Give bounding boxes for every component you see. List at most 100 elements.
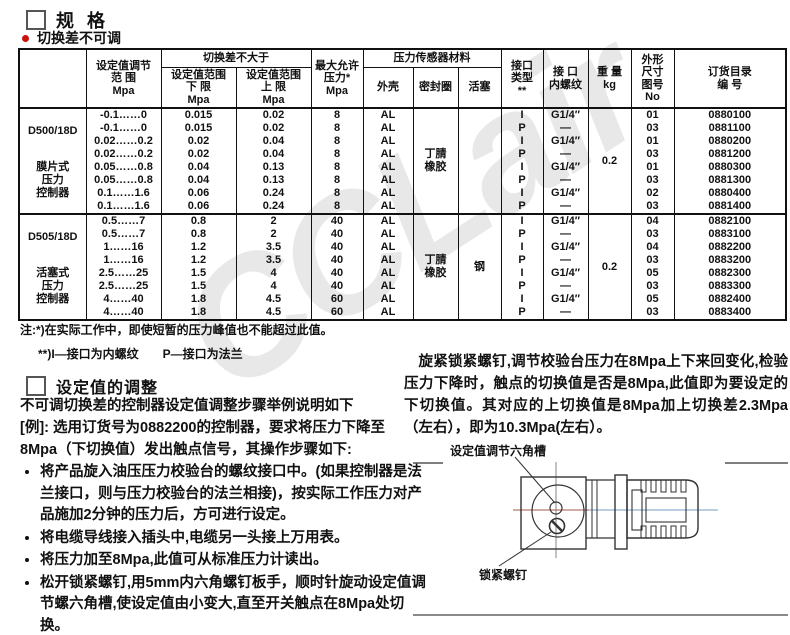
cell-shell: AL <box>362 200 414 214</box>
cell-fig: 02 <box>630 187 675 200</box>
table-row: 4……40 1.8 4.5 60 AL P — 03 0883400 <box>19 306 787 320</box>
cell-ptype: P <box>500 174 544 187</box>
cell-seal-group2: 丁腈 橡胶 <box>412 213 459 320</box>
controller-drawing <box>413 456 788 616</box>
cell-thread: G1/4″ <box>542 108 589 122</box>
cell-shell: AL <box>362 174 414 187</box>
cell-fig: 03 <box>630 254 675 267</box>
cell-upper: 4 <box>235 267 312 280</box>
cell-upper: 0.02 <box>235 108 312 122</box>
model-name: D505/18D <box>27 230 78 243</box>
cell-lower: 1.5 <box>160 280 237 293</box>
table-row: -0.1……0 0.015 0.02 8 AL P — 03 0881100 <box>19 122 787 135</box>
cell-lower: 0.015 <box>160 108 237 122</box>
cell-upper: 0.24 <box>235 187 312 200</box>
cell-upper: 4.5 <box>235 306 312 320</box>
cell-maxp: 40 <box>310 228 364 241</box>
cell-weight-group1: 0.2 <box>587 108 632 214</box>
cell-maxp: 8 <box>310 174 364 187</box>
cell-maxp: 8 <box>310 108 364 122</box>
cell-range: 0.02……0.2 <box>85 135 162 148</box>
table-row: 0.05……0.8 0.04 0.13 8 AL I G1/4″ 01 0880… <box>19 161 787 174</box>
cell-upper: 4 <box>235 280 312 293</box>
cell-upper: 2 <box>235 228 312 241</box>
cell-shell: AL <box>362 306 414 320</box>
cell-order: 0881300 <box>673 174 787 187</box>
cell-fig: 03 <box>630 174 675 187</box>
cell-range: 0.1……1.6 <box>85 200 162 214</box>
cell-shell: AL <box>362 122 414 135</box>
cell-shell: AL <box>362 108 414 122</box>
cell-order: 0882300 <box>673 267 787 280</box>
cell-range: 0.05……0.8 <box>85 161 162 174</box>
cell-range: -0.1……0 <box>85 108 162 122</box>
red-bullet-icon <box>22 34 29 42</box>
cell-ptype: I <box>500 108 544 122</box>
cell-upper: 0.02 <box>235 122 312 135</box>
cell-maxp: 8 <box>310 148 364 161</box>
cell-lower: 0.02 <box>160 148 237 161</box>
cell-fig: 01 <box>630 135 675 148</box>
cell-lower: 0.8 <box>160 228 237 241</box>
cell-upper: 0.04 <box>235 148 312 161</box>
cell-lower: 0.015 <box>160 122 237 135</box>
header-port-type: 接口 类型 ** <box>500 48 544 109</box>
cell-order: 0882100 <box>673 213 787 228</box>
cell-upper: 2 <box>235 213 312 228</box>
cell-order: 0883200 <box>673 254 787 267</box>
cell-fig: 05 <box>630 267 675 280</box>
cell-lower: 0.04 <box>160 161 237 174</box>
cell-shell: AL <box>362 293 414 306</box>
cell-lower: 1.2 <box>160 241 237 254</box>
cell-ptype: I <box>500 213 544 228</box>
cell-lower: 0.04 <box>160 174 237 187</box>
header-piston: 活塞 <box>457 67 502 109</box>
cell-order: 0882400 <box>673 293 787 306</box>
cell-ptype: P <box>500 200 544 214</box>
cell-lower: 0.06 <box>160 200 237 214</box>
model-name: D500/18D <box>27 124 78 137</box>
cell-shell: AL <box>362 148 414 161</box>
header-upper: 设定值范围 上 限 Mpa <box>235 67 312 109</box>
cell-maxp: 8 <box>310 187 364 200</box>
header-figno: 外形 尺寸 图号 No <box>630 48 675 109</box>
cell-maxp: 8 <box>310 135 364 148</box>
cell-range: 4……40 <box>85 293 162 306</box>
cell-thread: — <box>542 306 589 320</box>
cell-shell: AL <box>362 228 414 241</box>
cell-lower: 1.8 <box>160 293 237 306</box>
cell-thread: G1/4″ <box>542 187 589 200</box>
cell-thread: G1/4″ <box>542 161 589 174</box>
adjust-intro-2: [例]: 选用订货号为0882200的控制器，要求将压力下降至8Mpa（下切换值… <box>20 420 385 458</box>
adjust-steps-list: 将产品旋入油压压力校验台的螺纹接口中。(如果控制器是法兰接口，则与压力校验台的法… <box>22 462 426 635</box>
cell-range: 4……40 <box>85 306 162 320</box>
cell-ptype: P <box>500 280 544 293</box>
header-order: 订货目录 编 号 <box>673 48 787 109</box>
cell-shell: AL <box>362 135 414 148</box>
cell-lower: 0.02 <box>160 135 237 148</box>
cell-fig: 04 <box>630 213 675 228</box>
lock-screw-label: 锁紧螺钉 <box>479 568 528 582</box>
table-row: 2.5……25 1.5 4 40 AL I G1/4″ 05 0882300 <box>19 267 787 280</box>
cell-thread: — <box>542 122 589 135</box>
header-maxp: 最大允许 压力* Mpa <box>310 48 364 109</box>
cell-order: 0880300 <box>673 161 787 174</box>
cell-order: 0881100 <box>673 122 787 135</box>
cell-range: 1……16 <box>85 254 162 267</box>
cell-range: 2.5……25 <box>85 280 162 293</box>
cell-fig: 03 <box>630 306 675 320</box>
cell-thread: — <box>542 148 589 161</box>
cell-order: 0881200 <box>673 148 787 161</box>
header-weight: 重 量 kg <box>587 48 632 109</box>
cell-shell: AL <box>362 241 414 254</box>
cell-fig: 03 <box>630 200 675 214</box>
cell-shell: AL <box>362 267 414 280</box>
cell-maxp: 40 <box>310 254 364 267</box>
table-row: 0.1……1.6 0.06 0.24 8 AL P — 03 0881400 <box>19 200 787 214</box>
table-row: 1……16 1.2 3.5 40 AL I G1/4″ 04 0882200 <box>19 241 787 254</box>
cell-order: 0883400 <box>673 306 787 320</box>
cell-shell: AL <box>362 161 414 174</box>
note-line-2: **)I—接口为内螺纹 P—接口为法兰 <box>38 347 243 361</box>
verification-paragraph: 旋紧锁紧螺钉,调节校验台压力在8Mpa上下来回变化,检验压力下降时，触点的切换值… <box>404 354 788 436</box>
cell-fig: 01 <box>630 108 675 122</box>
